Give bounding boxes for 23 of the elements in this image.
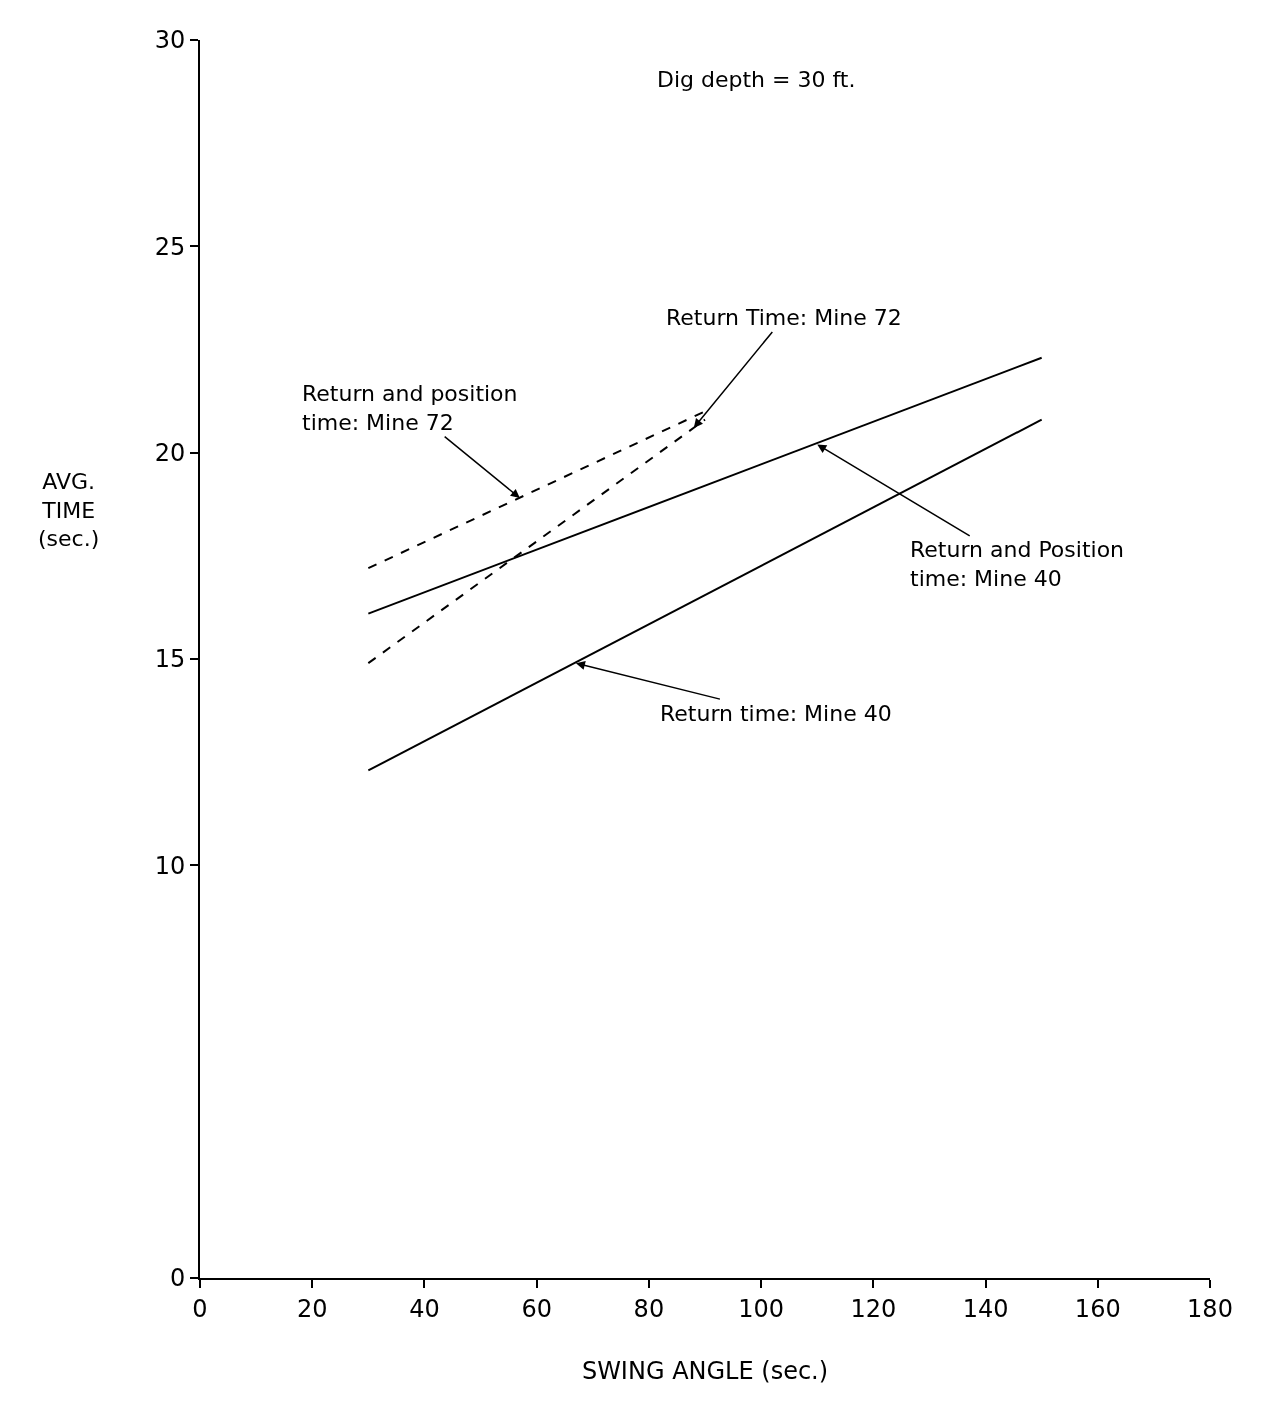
y-tick-label: 15 [154,645,186,674]
x-tick-label: 80 [633,1294,665,1323]
y-tick-label: 25 [154,232,186,261]
annotation: Return and Position time: Mine 40 [910,537,1125,591]
x-axis-title: SWING ANGLE (sec.) [581,1356,829,1385]
annotation: Dig depth = 30 ft. [657,67,856,92]
x-tick-label: 0 [192,1294,208,1323]
annotation: Return and position time: Mine 72 [302,381,518,435]
x-tick-label: 40 [409,1294,440,1323]
x-tick-label: 20 [296,1294,328,1323]
y-tick-label: 30 [154,26,186,55]
x-tick-label: 60 [521,1294,552,1323]
x-tick-label: 100 [738,1294,785,1323]
y-tick-label: 10 [154,851,186,880]
annotation: Return time: Mine 40 [660,701,892,726]
annotation: Return Time: Mine 72 [666,305,902,330]
x-tick-label: 180 [1187,1294,1233,1323]
x-tick-label: 140 [962,1294,1009,1323]
y-tick-label: 20 [154,439,186,468]
x-tick-label: 160 [1074,1294,1121,1323]
y-axis-title: AVG. TIME (sec.) [38,469,100,552]
y-tick-label: 0 [169,1264,186,1293]
x-tick-label: 120 [850,1294,897,1323]
